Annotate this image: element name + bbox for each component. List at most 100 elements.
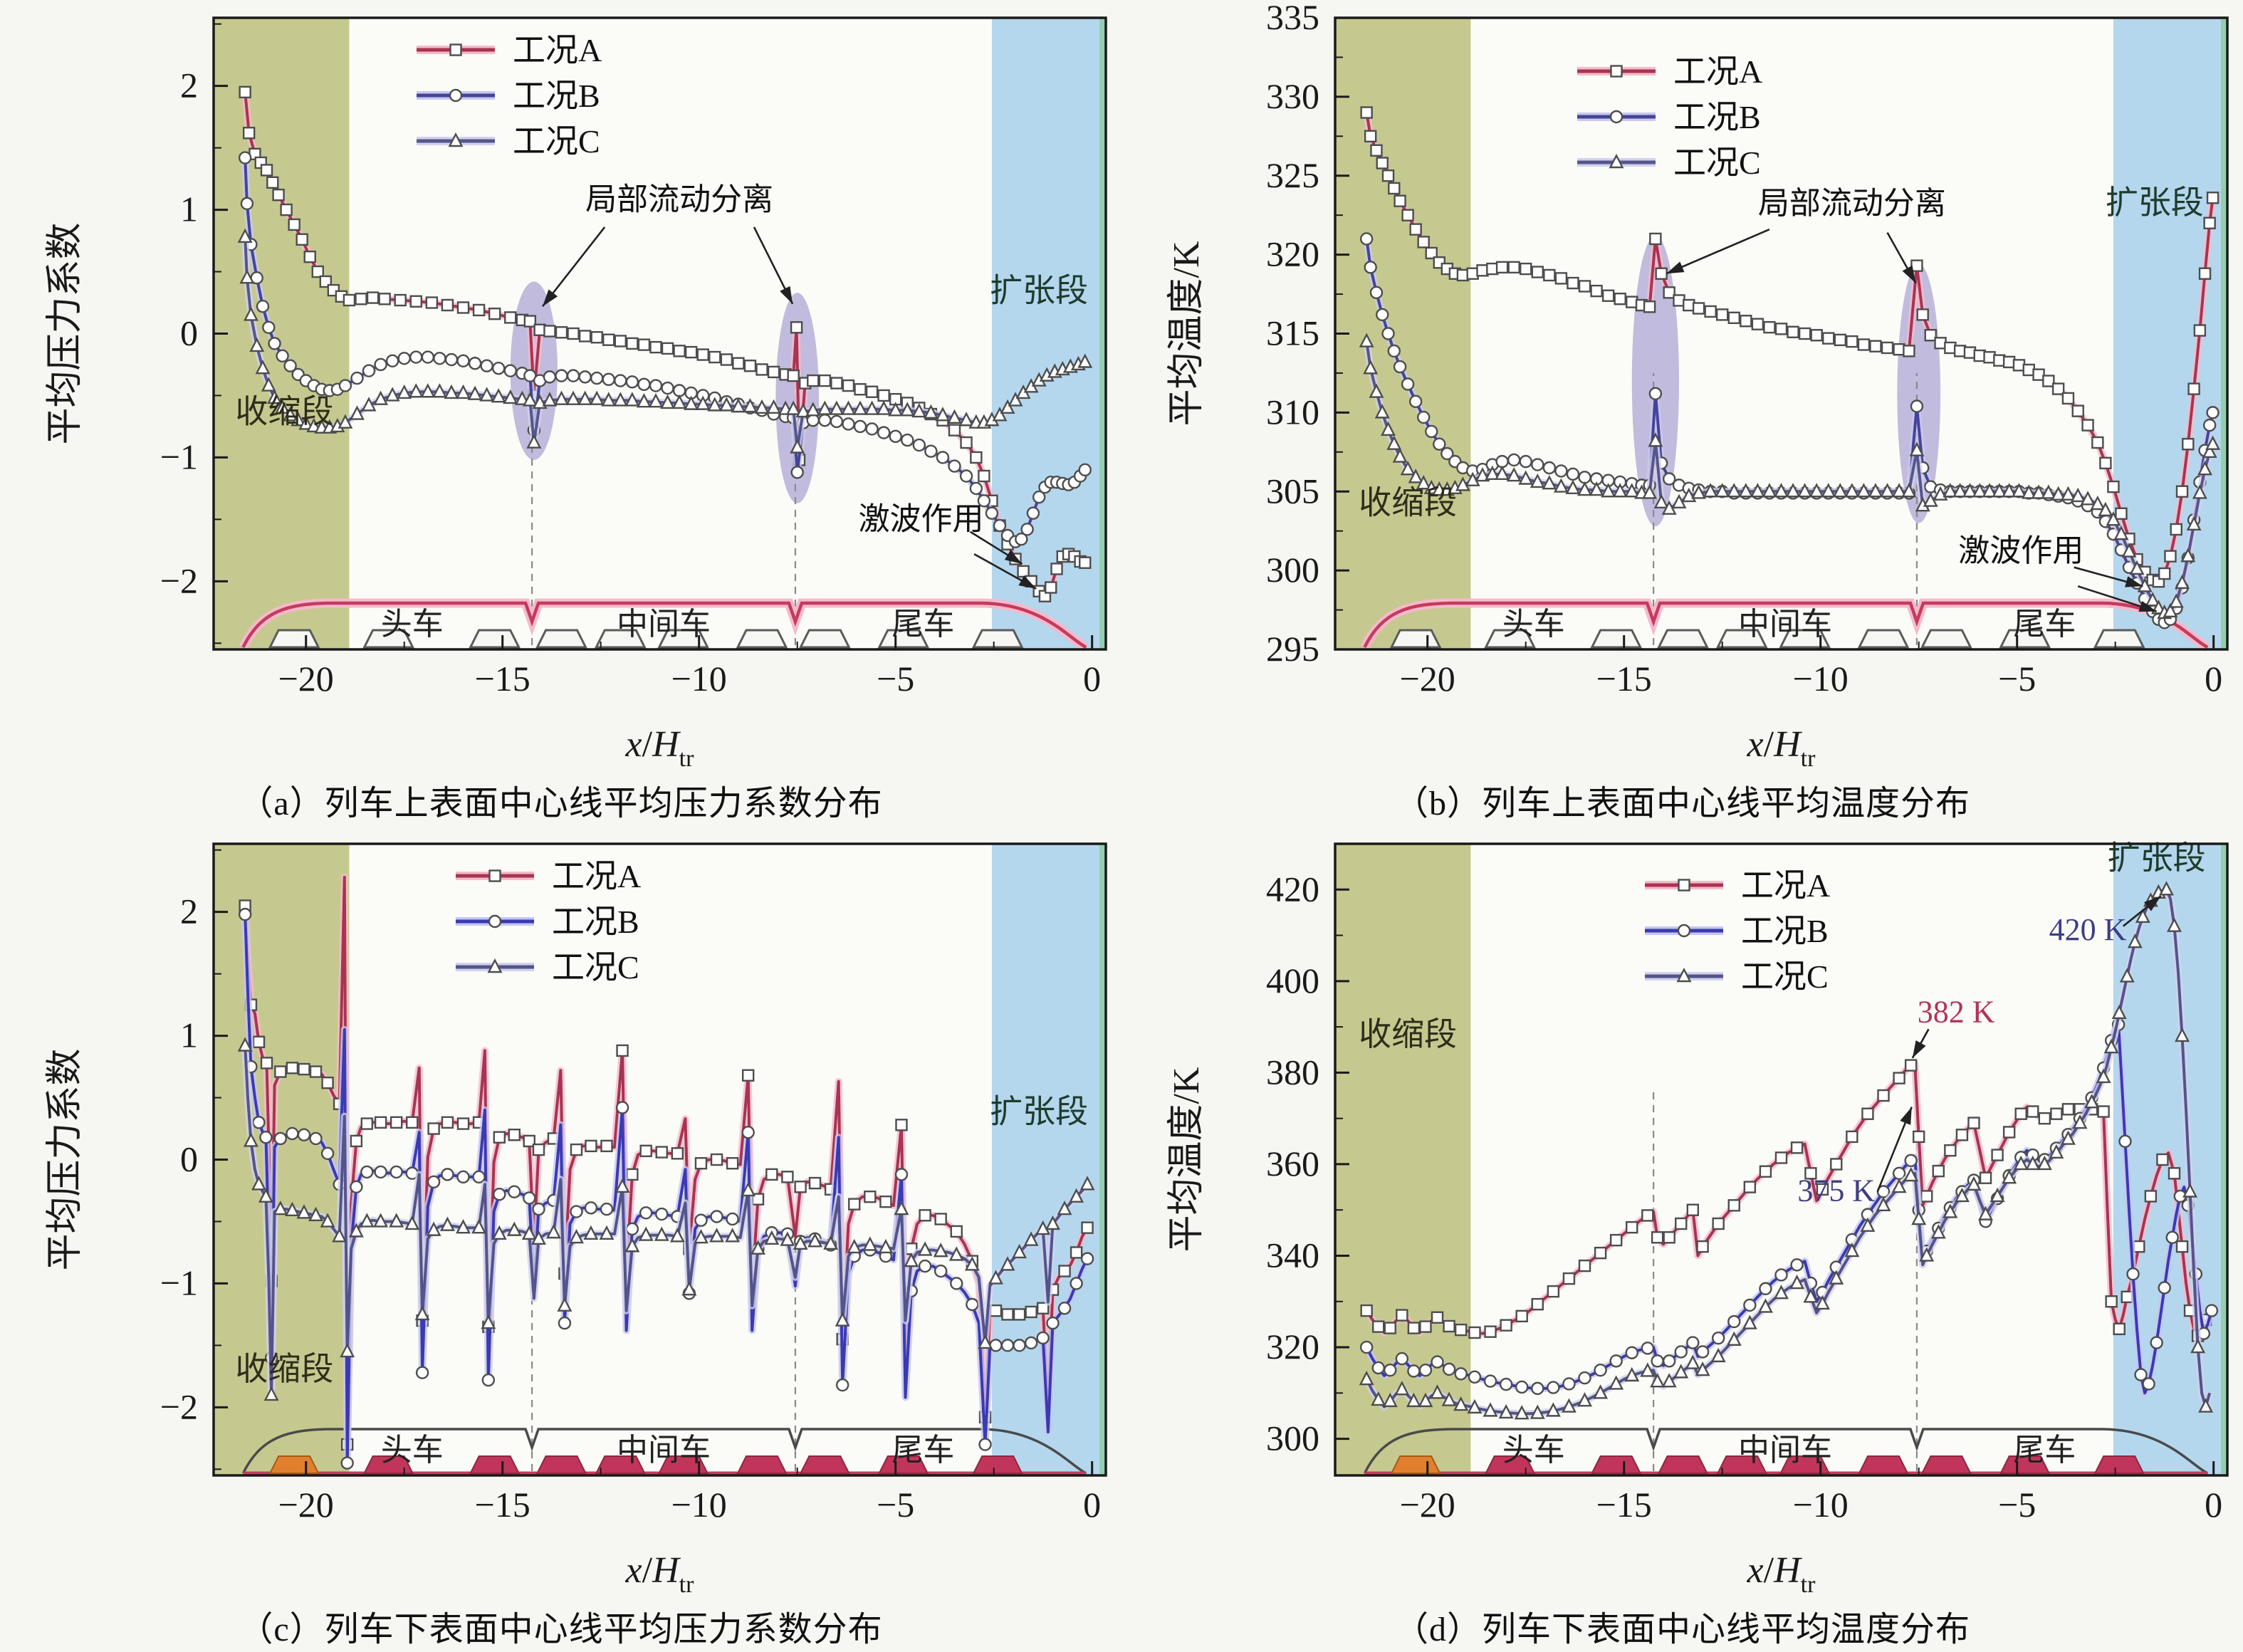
train-bogie <box>1857 629 1910 649</box>
y-tick-label: 325 <box>1266 155 1319 195</box>
panel-d: 头车 中间车 尾车 收缩段 扩张段 420 K 382 K 375 K 工况A 工况B 工况C −20… <box>1122 826 2243 1652</box>
section-label: 收缩段 <box>1359 1016 1457 1052</box>
y-tick-label: 2 <box>180 66 198 105</box>
train-bogie <box>1484 629 1537 649</box>
x-tick-label: −15 <box>475 659 530 699</box>
x-tick-label: 0 <box>1083 659 1101 699</box>
train-bogie <box>595 1455 646 1474</box>
train-bogie <box>1657 1455 1709 1474</box>
section-label: 收缩段 <box>1359 484 1457 521</box>
section-label: 扩张段 <box>990 1093 1088 1129</box>
series-A <box>1360 106 2220 588</box>
y-tick-label: 2 <box>180 892 198 931</box>
section-label: 扩张段 <box>990 272 1088 308</box>
train-car-label: 中间车 <box>617 607 711 642</box>
train-bogie <box>658 1455 709 1474</box>
legend-item-C: 工况C <box>456 949 639 986</box>
train-car-label: 头车 <box>381 607 444 642</box>
x-axis-label: x/Htr <box>1747 1550 1816 1598</box>
train-bogie <box>2093 1455 2145 1474</box>
train-car-label: 头车 <box>1502 607 1565 642</box>
legend-item-C: 工况C <box>417 123 600 160</box>
train-bogie <box>469 629 521 649</box>
y-axis-label: 平均温度/K <box>1166 1067 1207 1252</box>
plot-area <box>214 844 1106 1475</box>
legend-item-A: 工况A <box>1577 53 1762 90</box>
chart-bottom-temperature: 头车 中间车 尾车 收缩段 扩张段 420 K 382 K 375 K 工况A 工况B 工况C −20… <box>1166 840 2229 1598</box>
train-bogie <box>1779 1455 1831 1474</box>
x-tick-label: −10 <box>1793 659 1849 699</box>
y-tick-label: 330 <box>1266 76 1319 116</box>
train-bogie <box>1858 1455 1909 1474</box>
train-car-label: 头车 <box>1502 1433 1565 1468</box>
y-tick-label: −1 <box>160 436 198 476</box>
train-car-label: 尾车 <box>892 1433 954 1468</box>
legend-item-B: 工况B <box>456 904 639 940</box>
y-tick-label: 420 <box>1266 869 1319 909</box>
x-tick-label: −10 <box>1793 1485 1849 1525</box>
train-bogie <box>736 1455 788 1474</box>
legend-item-C: 工况C <box>1577 145 1761 181</box>
section-label: 收缩段 <box>235 394 333 430</box>
series-C <box>1359 333 2221 620</box>
train-silhouette: 头车 中间车 尾车 <box>241 1428 1087 1476</box>
y-tick-label: 340 <box>1266 1235 1319 1275</box>
legend-item-B: 工况B <box>1577 99 1761 135</box>
train-bogie <box>1716 1455 1767 1474</box>
panel-c: 头车 中间车 尾车 收缩段 扩张段 工况A 工况B 工况C −20 −15 −10 −5 0 −2 −1 0 1… <box>0 826 1122 1652</box>
section-label: 扩张段 <box>2108 840 2206 876</box>
y-tick-label: 360 <box>1266 1144 1319 1183</box>
train-car-label: 中间车 <box>617 1433 711 1468</box>
legend-item-A: 工况A <box>456 858 641 894</box>
caption-c: （c）列车下表面中心线平均压力系数分布 <box>239 1611 883 1648</box>
annotation-text: 420 K <box>2049 912 2127 947</box>
train-car-label: 头车 <box>381 1433 444 1468</box>
train-bogie <box>363 1455 414 1474</box>
y-tick-label: 320 <box>1266 234 1319 274</box>
panel-b: 头车 中间车 尾车 收缩段 扩张段 局部流动分离 激波作用 工况A 工况B 工况C −20 −15 −1… <box>1122 0 2243 826</box>
y-tick-label: 1 <box>180 1015 198 1055</box>
legend-label: 工况B <box>552 904 639 940</box>
x-axis-label: x/Htr <box>625 1550 695 1598</box>
train-bogie <box>362 629 415 649</box>
series-C <box>237 228 1093 454</box>
train-outline <box>241 1428 1087 1475</box>
plot-border <box>1334 842 2229 1477</box>
train-bogie <box>1920 1455 1972 1474</box>
train-bogie <box>1715 629 1768 649</box>
legend-label: 工况A <box>1741 867 1830 904</box>
y-axis-label: 平均温度/K <box>1166 241 1207 426</box>
x-axis-label: x/Htr <box>1747 724 1816 772</box>
contraction-band <box>1335 18 1471 649</box>
train-outline <box>1363 1428 2209 1475</box>
expansion-band-edge <box>2221 844 2227 1475</box>
train-roof-line <box>241 601 1087 649</box>
y-tick-label: 0 <box>180 1139 198 1179</box>
legend-label: 工况C <box>1673 145 1761 181</box>
y-tick-label: 295 <box>1266 629 1319 669</box>
x-tick-label: −5 <box>1998 659 2036 699</box>
train-bogie <box>268 1455 320 1474</box>
panel-a: 头车 中间车 尾车 收缩段 扩张段 局部流动分离 激波作用 工况A 工况B 工况C −20 −15 −1… <box>0 0 1122 826</box>
x-tick-label: −20 <box>278 1485 334 1525</box>
y-tick-label: 0 <box>180 313 198 353</box>
legend-label: 工况C <box>552 949 639 986</box>
y-axis-label: 平均压力系数 <box>45 1048 85 1270</box>
legend-item-B: 工况B <box>1645 913 1829 949</box>
y-tick-label: 1 <box>180 189 198 229</box>
legend: 工况A 工况B 工况C <box>1577 53 1762 181</box>
train-bogie <box>657 629 710 649</box>
contraction-band <box>1335 844 1471 1475</box>
legend-item-A: 工况A <box>1645 867 1830 904</box>
annotation-text: 382 K <box>1918 995 1995 1030</box>
train-car-label: 中间车 <box>1738 607 1832 642</box>
series-C <box>1359 881 2214 1420</box>
x-tick-label: 0 <box>2205 1485 2222 1525</box>
legend-label: 工况A <box>552 858 641 894</box>
train-silhouette: 头车 中间车 尾车 <box>239 598 1089 652</box>
x-tick-label: −20 <box>1400 1485 1455 1525</box>
train-car-label: 中间车 <box>1738 1433 1832 1468</box>
legend-label: 工况C <box>1741 958 1829 995</box>
